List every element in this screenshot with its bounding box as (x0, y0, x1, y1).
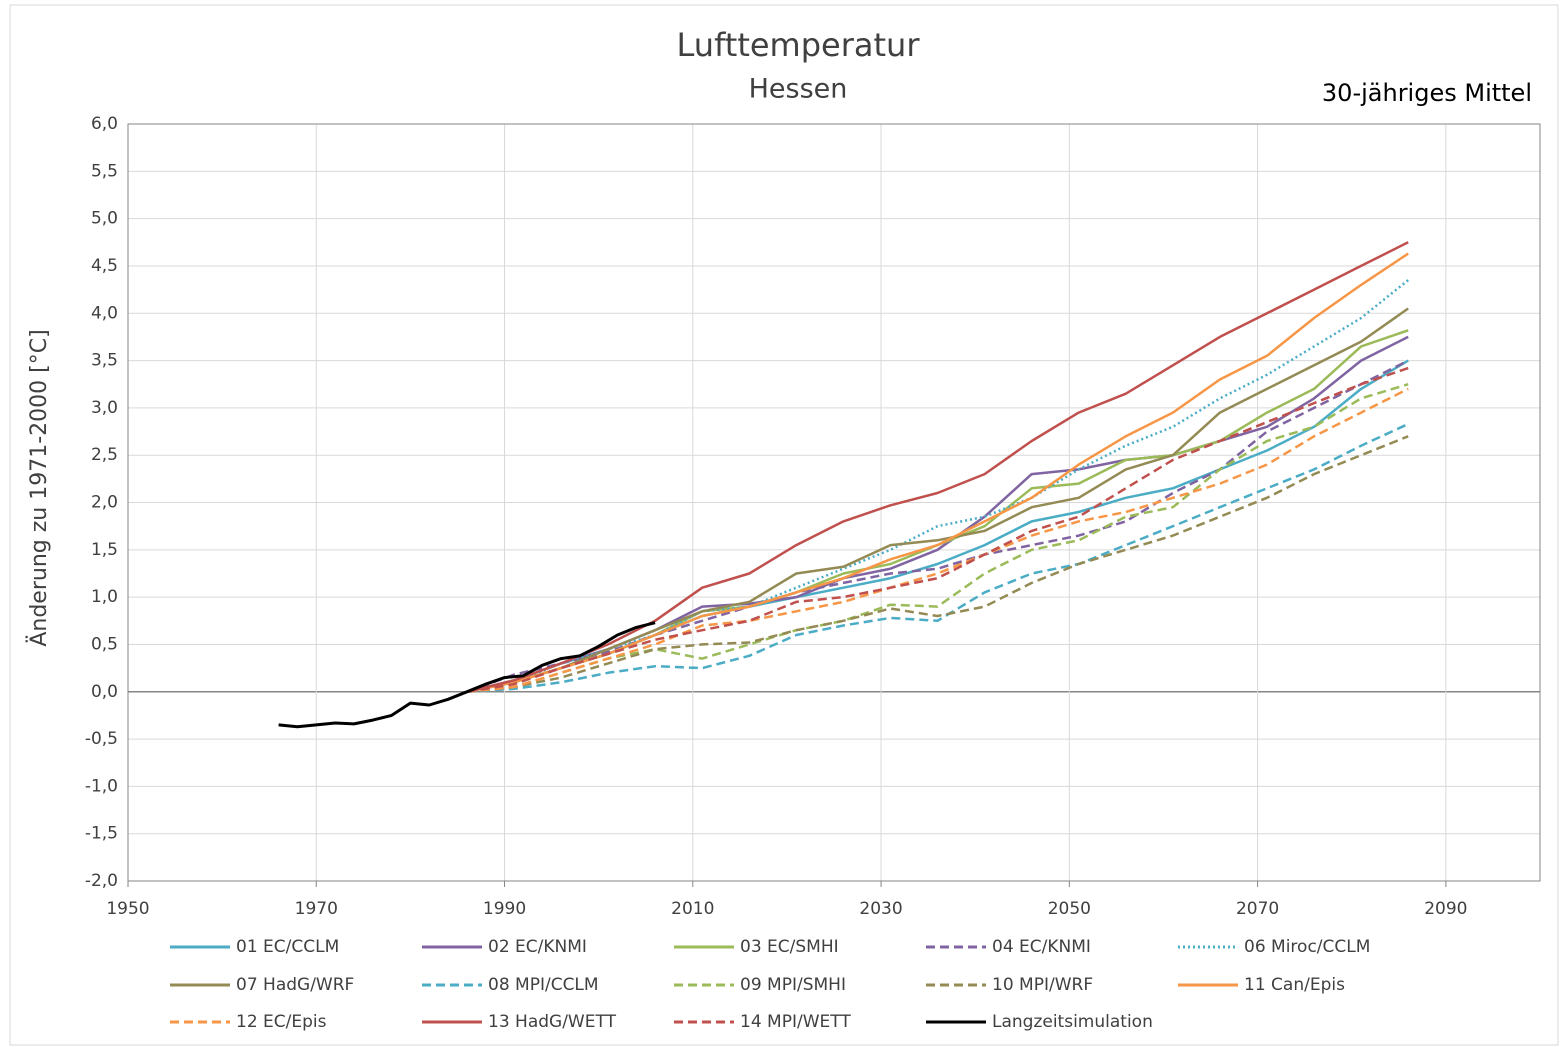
annotation: 30-jähriges Mittel (1322, 79, 1532, 107)
plot-border (127, 123, 1541, 882)
y-tick-label: 5,5 (91, 161, 118, 181)
legend-label: 01 EC/CCLM (236, 937, 339, 957)
legend-label: 10 MPI/WRF (992, 975, 1093, 995)
x-tick-label: 1970 (295, 899, 338, 919)
series-line (466, 307, 1409, 694)
x-tick-label: 1950 (106, 899, 149, 919)
x-tick-label: 2050 (1048, 899, 1091, 919)
series-line (466, 241, 1409, 694)
y-tick-label: 5,0 (91, 209, 118, 229)
legend-label: 02 EC/KNMI (488, 937, 587, 957)
chart-frame (9, 4, 1559, 1046)
y-tick-label: 4,5 (91, 256, 118, 276)
legend-label: 08 MPI/CCLM (488, 975, 599, 995)
y-tick-label: -0,5 (85, 729, 118, 749)
legend-label: Langzeitsimulation (992, 1012, 1153, 1032)
legend-label: 03 EC/SMHI (740, 937, 839, 957)
plot-lines (278, 241, 1409, 729)
legend-label: 09 MPI/SMHI (740, 975, 846, 995)
y-tick-label: 3,0 (91, 398, 118, 418)
y-tick-label: -1,5 (85, 824, 118, 844)
y-tick-label: 0,5 (91, 634, 118, 654)
y-tick-label: 4,0 (91, 303, 118, 323)
x-tick-label: 2030 (859, 899, 902, 919)
y-tick-label: 1,0 (91, 587, 118, 607)
legend-label: 06 Miroc/CCLM (1244, 937, 1370, 957)
series-line (466, 422, 1409, 694)
series-line (278, 621, 656, 729)
y-tick-label: 0,0 (91, 682, 118, 702)
series-line (466, 366, 1409, 694)
y-tick-label: -2,0 (85, 871, 118, 891)
legend: 01 EC/CCLM 02 EC/KNMI 03 EC/SMHI 04 EC/KNMI… (170, 937, 1370, 1032)
series-line (466, 383, 1409, 694)
legend-label: 13 HadG/WETT (488, 1012, 617, 1032)
y-tick-label: 1,5 (91, 540, 118, 560)
legend-label: 07 HadG/WRF (236, 975, 354, 995)
series-line (466, 279, 1409, 694)
series-line (466, 252, 1409, 694)
y-tick-label: -1,0 (85, 776, 118, 796)
chart-subtitle: Hessen (749, 74, 848, 105)
x-tick-label: 2090 (1424, 899, 1467, 919)
series-line (466, 387, 1409, 694)
y-tick-label: 3,5 (91, 351, 118, 371)
x-tick-label: 2070 (1236, 899, 1279, 919)
legend-label: 11 Can/Epis (1244, 975, 1345, 995)
chart-title: Lufttemperatur (677, 26, 921, 64)
grid: -2,0 -1,5 -1,0 -0,5 0,0 0,5 1,0 1,5 2,0 2,5 3,0 3,5… (85, 114, 1541, 919)
legend-label: 14 MPI/WETT (740, 1012, 851, 1032)
series-line (466, 435, 1409, 694)
y-tick-label: 6,0 (91, 114, 118, 134)
y-tick-label: 2,5 (91, 445, 118, 465)
series-line (466, 359, 1409, 693)
x-tick-label: 2010 (671, 899, 714, 919)
legend-label: 04 EC/KNMI (992, 937, 1091, 957)
y-axis-title: Änderung zu 1971-2000 [°C] (26, 329, 52, 646)
legend-label: 12 EC/Epis (236, 1012, 327, 1032)
x-tick-label: 1990 (483, 899, 526, 919)
y-tick-label: 2,0 (91, 493, 118, 513)
